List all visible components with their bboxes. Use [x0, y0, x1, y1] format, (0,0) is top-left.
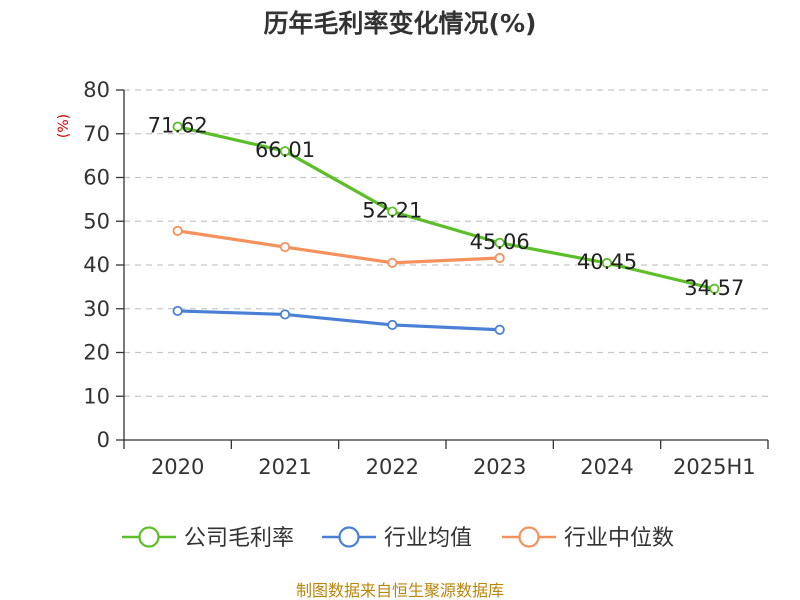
y-tick-label: 80 — [83, 78, 110, 102]
legend-label: 公司毛利率 — [184, 526, 294, 551]
data-point — [494, 324, 505, 335]
data-point — [172, 225, 183, 236]
data-point — [387, 319, 398, 331]
y-tick-label: 20 — [83, 341, 110, 365]
x-tick-label: 2020 — [151, 455, 204, 479]
legend-label: 行业中位数 — [564, 526, 674, 551]
legend-label: 行业均值 — [384, 526, 472, 551]
y-tick-label: 60 — [83, 166, 110, 190]
data-point — [387, 257, 398, 268]
data-point — [172, 305, 183, 317]
x-tick-label: 2022 — [366, 455, 419, 479]
y-tick-label: 70 — [83, 122, 110, 146]
y-tick-label: 0 — [97, 428, 110, 452]
data-point — [494, 252, 505, 264]
legend-swatch-marker — [138, 526, 160, 548]
data-point — [494, 237, 505, 248]
data-point — [279, 241, 291, 253]
series-line — [177, 309, 500, 332]
data-label: 66.01 — [255, 138, 315, 162]
x-tick-label: 2021 — [258, 455, 311, 479]
chart-title: 历年毛利率变化情况(%) — [264, 9, 537, 38]
legend-swatch-marker — [518, 526, 540, 548]
data-labels: 71.62 66.01 52.21 45.06 40.45 34.57 — [148, 114, 745, 300]
grid-lines — [124, 89, 768, 397]
y-axis-unit-label: (%) — [56, 114, 72, 138]
data-point — [601, 257, 613, 269]
series-lines — [172, 121, 720, 335]
x-tick-label: 2024 — [580, 455, 633, 479]
data-point — [279, 309, 291, 320]
data-point — [387, 206, 398, 217]
y-tick-label: 30 — [83, 297, 110, 321]
data-point — [709, 283, 720, 294]
legend: 公司毛利率 行业均值 行业中位数 — [122, 526, 674, 551]
data-label: 52.21 — [362, 199, 422, 223]
x-tick-label: 2023 — [473, 455, 526, 479]
y-tick-label: 10 — [83, 384, 110, 408]
x-tick-label: 2025H1 — [673, 455, 756, 479]
y-tick-label: 50 — [83, 209, 110, 233]
y-tick-label: 40 — [83, 253, 110, 277]
data-label: 34.57 — [684, 276, 744, 300]
legend-swatch-marker — [338, 526, 360, 548]
data-point — [279, 146, 291, 157]
source-note: 制图数据来自恒生聚源数据库 — [296, 581, 504, 600]
data-point — [172, 121, 183, 132]
data-label: 45.06 — [470, 230, 530, 254]
series-line — [177, 229, 500, 265]
data-label: 71.62 — [148, 114, 208, 138]
series-line — [177, 125, 715, 291]
axes: 0 10 20 30 40 50 60 70 80 2020 2021 2022 2023 2024 202… — [83, 78, 769, 479]
data-label: 40.45 — [577, 250, 637, 274]
